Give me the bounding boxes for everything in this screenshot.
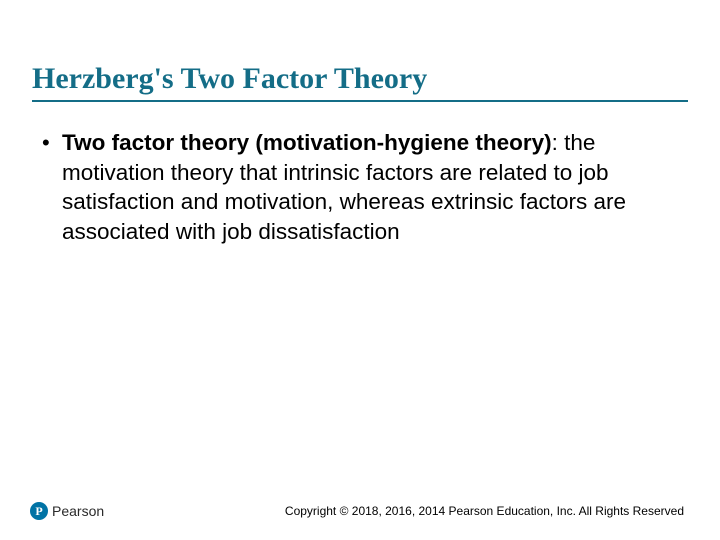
pearson-logo: P Pearson bbox=[30, 502, 104, 520]
copyright-text: Copyright © 2018, 2016, 2014 Pearson Edu… bbox=[285, 504, 684, 518]
logo-mark-icon: P bbox=[30, 502, 48, 520]
bullet-text: Two factor theory (motivation-hygiene th… bbox=[62, 128, 672, 247]
logo-name: Pearson bbox=[52, 503, 104, 519]
term-text: Two factor theory (motivation-hygiene th… bbox=[62, 130, 552, 155]
bullet-item: • Two factor theory (motivation-hygiene … bbox=[42, 128, 672, 247]
bullet-marker: • bbox=[42, 128, 62, 157]
slide-body: • Two factor theory (motivation-hygiene … bbox=[42, 128, 672, 247]
slide-title: Herzberg's Two Factor Theory bbox=[32, 62, 427, 96]
logo-letter: P bbox=[35, 504, 42, 519]
title-underline bbox=[32, 100, 688, 102]
slide: Herzberg's Two Factor Theory • Two facto… bbox=[0, 0, 720, 540]
